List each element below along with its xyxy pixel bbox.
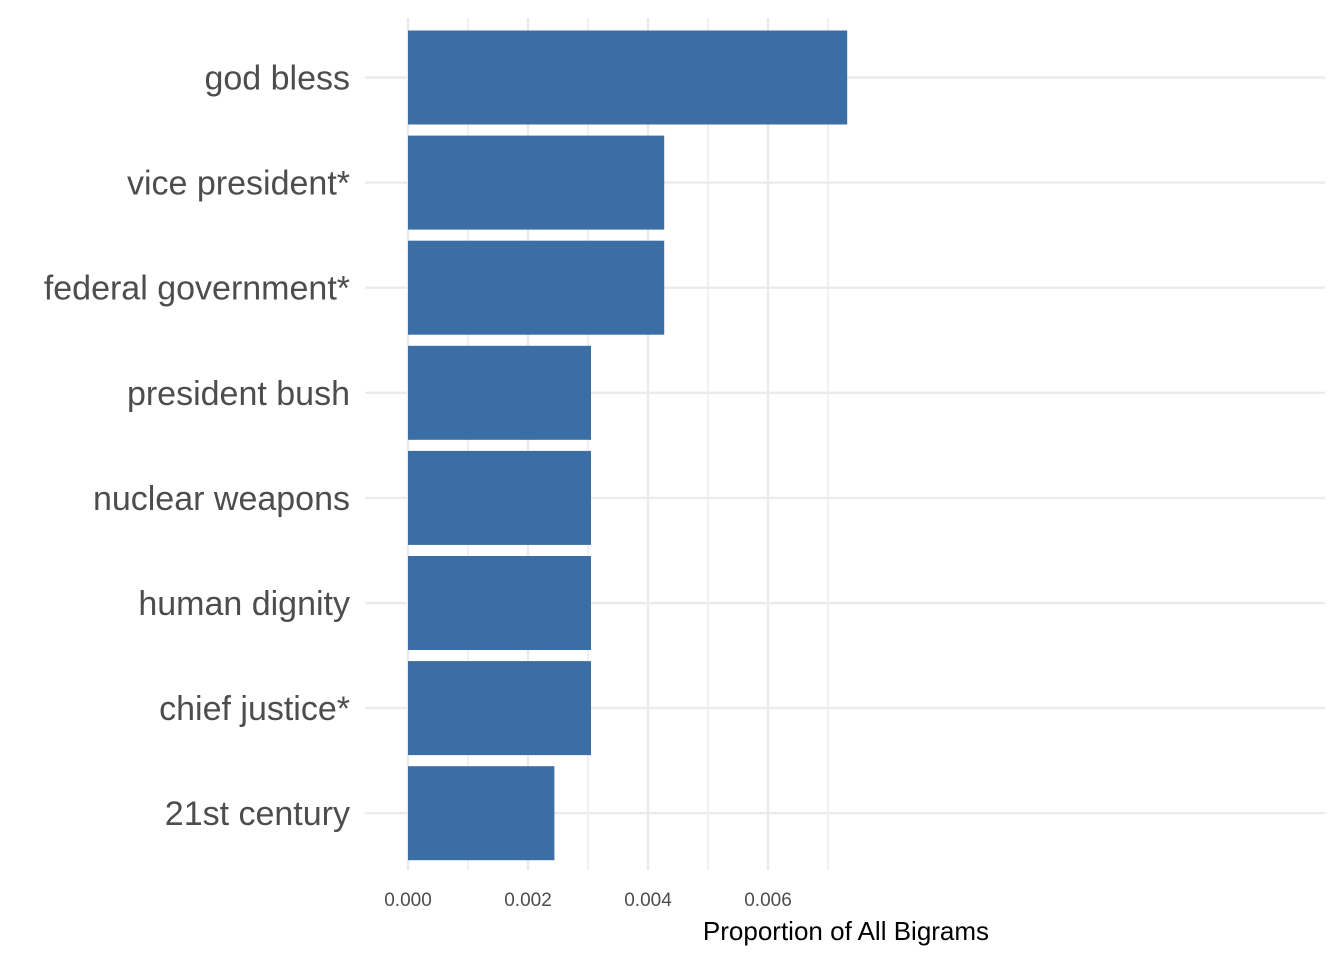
x-tick-label: 0.002: [504, 890, 552, 911]
bar-21st-century: [408, 766, 555, 861]
x-tick-label: 0.004: [624, 890, 672, 911]
bar-federal-government: [408, 240, 665, 335]
bars: [408, 30, 848, 861]
bar-nuclear-weapons: [408, 450, 591, 545]
y-tick-label: god bless: [204, 60, 350, 98]
x-axis-title: Proportion of All Bigrams: [703, 916, 989, 946]
y-tick-label: president bush: [127, 375, 350, 413]
y-tick-label: federal government*: [44, 270, 350, 308]
bar-chief-justice: [408, 661, 591, 756]
bar-human-dignity: [408, 556, 591, 650]
y-tick-label: 21st century: [165, 795, 350, 833]
y-axis-labels: god bless vice president* federal governme…: [44, 60, 350, 834]
x-tick-label: 0.000: [384, 890, 432, 911]
y-tick-label: vice president*: [127, 165, 350, 203]
y-tick-label: chief justice*: [159, 690, 350, 728]
x-axis-labels: 0.000 0.002 0.004 0.006: [384, 890, 792, 911]
bar-vice-president: [408, 135, 665, 230]
x-tick-label: 0.006: [744, 890, 792, 911]
bar-god-bless: [408, 30, 848, 125]
y-tick-label: human dignity: [138, 585, 350, 623]
y-tick-label: nuclear weapons: [93, 480, 350, 518]
bar-president-bush: [408, 345, 591, 440]
